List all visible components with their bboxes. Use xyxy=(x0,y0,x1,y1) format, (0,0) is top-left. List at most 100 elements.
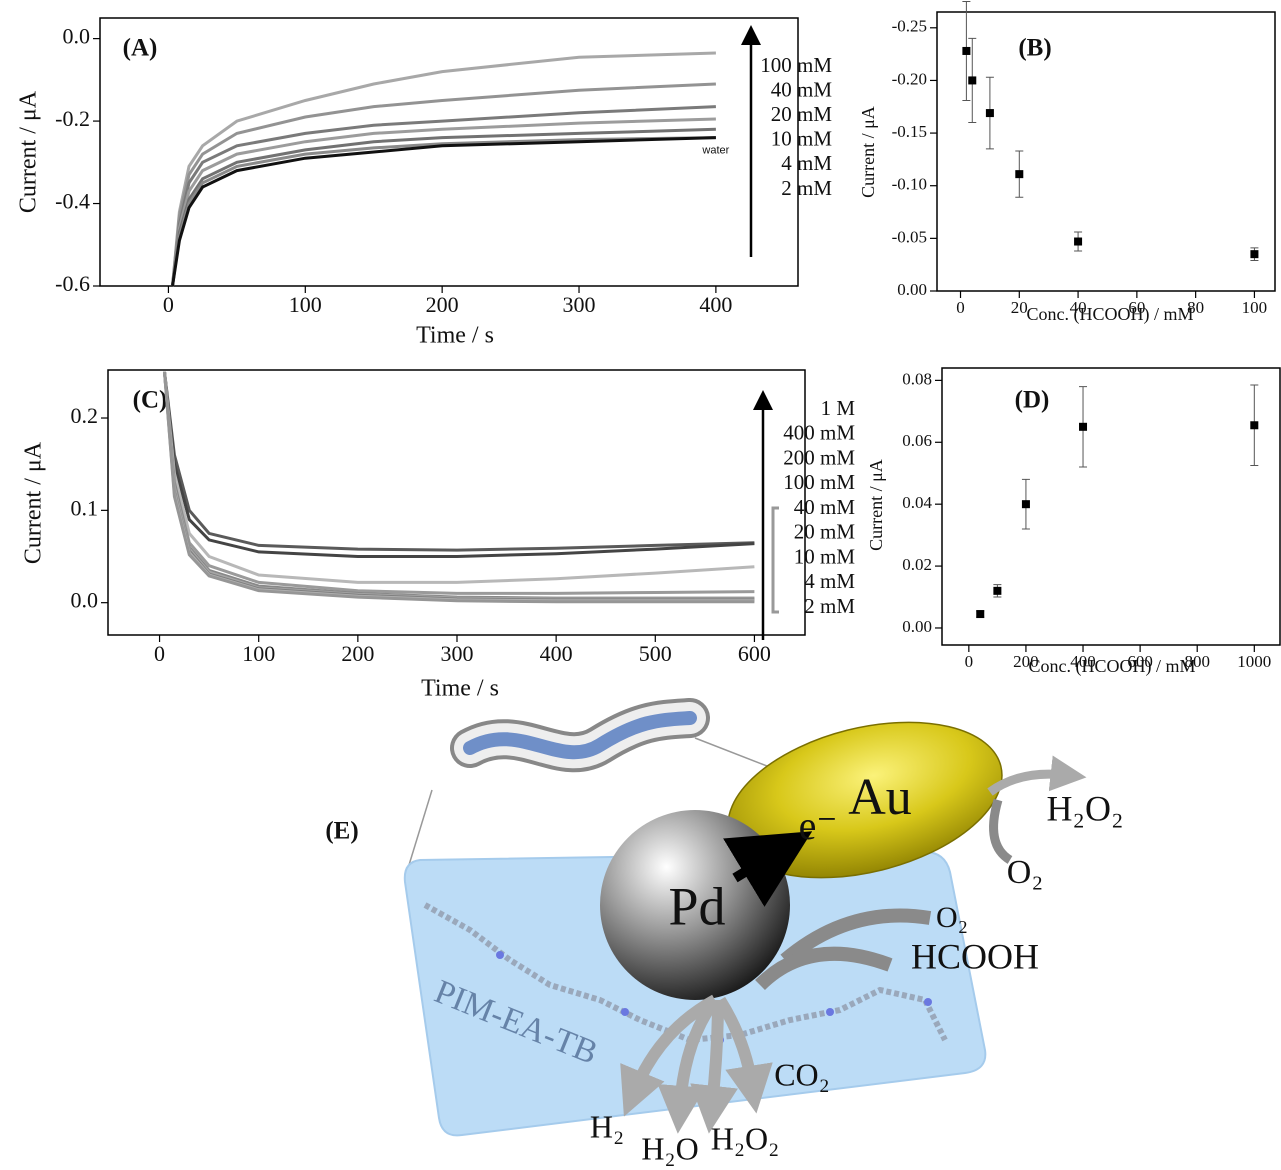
y-axis-label: Current / μA xyxy=(21,441,47,564)
legend-label: 10 mM xyxy=(771,127,833,151)
panel-label: (A) xyxy=(123,35,158,62)
reactant-arrow xyxy=(994,800,1010,860)
legend-label: 40 mM xyxy=(771,77,833,101)
legend-label: 2 mM xyxy=(781,176,832,200)
data-line xyxy=(165,372,755,594)
legend-label: 4 mM xyxy=(804,569,855,593)
panel: 01002003004000.0-0.2-0.4-0.6Time / sCurr… xyxy=(16,18,833,349)
x-tick-label: 100 xyxy=(242,641,275,666)
marker xyxy=(1250,421,1258,429)
y-axis-label: Current / μA xyxy=(858,106,878,198)
bracket xyxy=(773,508,779,612)
panel-label: (D) xyxy=(1015,387,1050,414)
x-tick-label: 400 xyxy=(540,641,573,666)
product-label: CO₂ xyxy=(774,1056,830,1092)
x-tick-label: 100 xyxy=(1242,298,1268,317)
legend-label: 10 mM xyxy=(794,544,856,568)
y-tick-label: 0.2 xyxy=(71,403,99,428)
data-line xyxy=(173,84,716,286)
product-arrow xyxy=(712,1000,718,1105)
pd-label: Pd xyxy=(668,876,725,936)
legend-label: 40 mM xyxy=(794,495,856,519)
marker xyxy=(1250,250,1258,258)
y-tick-label: -0.05 xyxy=(892,227,927,246)
y-tick-label: 0.0 xyxy=(71,588,99,613)
x-axis-label: Time / s xyxy=(421,676,499,702)
data-line xyxy=(165,372,755,598)
data-line xyxy=(173,107,716,286)
x-axis-label: Time / s xyxy=(416,323,494,349)
marker xyxy=(986,109,994,117)
legend-label: 20 mM xyxy=(771,102,833,126)
reactant-label: O₂ xyxy=(936,901,968,934)
product-label: H₂O xyxy=(641,1130,698,1166)
y-tick-label: -0.15 xyxy=(892,122,927,141)
y-tick-label: 0.1 xyxy=(71,495,99,520)
data-line xyxy=(165,372,755,600)
product-label: H₂O₂ xyxy=(1046,788,1123,828)
plot-frame xyxy=(937,12,1275,291)
data-line xyxy=(165,372,755,557)
legend-label: 20 mM xyxy=(794,520,856,544)
legend-label: 200 mM xyxy=(783,445,855,469)
marker xyxy=(976,610,984,618)
y-tick-label: -0.20 xyxy=(892,69,927,88)
electron-label: e⁻ xyxy=(799,803,838,848)
marker xyxy=(1015,170,1023,178)
product-label: H₂ xyxy=(590,1108,624,1144)
marker xyxy=(1022,500,1030,508)
x-tick-label: 300 xyxy=(563,292,596,317)
data-line xyxy=(165,372,755,601)
x-axis-label: Conc. (HCOOH) / mM xyxy=(1029,656,1196,677)
legend-label: 400 mM xyxy=(783,421,855,445)
y-axis-label: Current / μA xyxy=(866,459,886,551)
y-tick-label: -0.25 xyxy=(892,17,927,36)
x-tick-label: 1000 xyxy=(1237,652,1271,671)
marker xyxy=(1074,238,1082,246)
legend-label: 4 mM xyxy=(781,151,832,175)
marker xyxy=(993,587,1001,595)
au-label: Au xyxy=(848,769,912,826)
panel-label: (C) xyxy=(133,387,168,414)
data-line xyxy=(173,129,716,286)
x-tick-label: 0 xyxy=(956,298,965,317)
x-tick-label: 0 xyxy=(965,652,974,671)
marker xyxy=(968,76,976,84)
x-tick-label: 100 xyxy=(289,292,322,317)
data-line xyxy=(165,372,755,599)
y-tick-label: -0.10 xyxy=(892,175,927,194)
plot-frame xyxy=(942,368,1280,645)
x-tick-label: 0 xyxy=(154,641,165,666)
y-tick-label: 0.00 xyxy=(897,280,927,299)
x-axis-label: Conc. (HCOOH) / mM xyxy=(1027,304,1194,325)
legend-label: 100 mM xyxy=(760,53,832,77)
legend-label: 100 mM xyxy=(783,470,855,494)
y-tick-label: -0.2 xyxy=(55,106,90,131)
legend-label: 1 M xyxy=(821,396,856,420)
marker xyxy=(1079,423,1087,431)
y-axis-label: Current / μA xyxy=(16,90,42,213)
data-line xyxy=(165,372,755,602)
y-tick-label: 0.00 xyxy=(902,617,932,636)
x-tick-label: 200 xyxy=(341,641,374,666)
x-tick-label: 400 xyxy=(699,292,732,317)
diagram: PIM-EA-TB Au Pd e⁻ (E) H₂O₂ O₂ O₂ HCOOH … xyxy=(325,696,1123,1166)
x-tick-label: 300 xyxy=(440,641,473,666)
y-tick-label: 0.08 xyxy=(902,369,932,388)
reactant-label: O₂ xyxy=(1007,854,1043,891)
figure: PIM-EA-TB Au Pd e⁻ (E) H₂O₂ O₂ O₂ HCOOH … xyxy=(0,0,1281,1170)
y-tick-label: 0.06 xyxy=(902,431,932,450)
y-tick-label: 0.0 xyxy=(63,24,91,49)
y-tick-label: 0.04 xyxy=(902,493,932,512)
product-label: H₂O₂ xyxy=(711,1120,780,1156)
x-tick-label: 0 xyxy=(163,292,174,317)
panel-label: (B) xyxy=(1018,35,1051,62)
plot-frame xyxy=(108,370,805,635)
panel-label: (E) xyxy=(325,818,358,845)
x-tick-label: 200 xyxy=(426,292,459,317)
data-line xyxy=(165,372,755,550)
x-tick-label: 600 xyxy=(738,641,771,666)
